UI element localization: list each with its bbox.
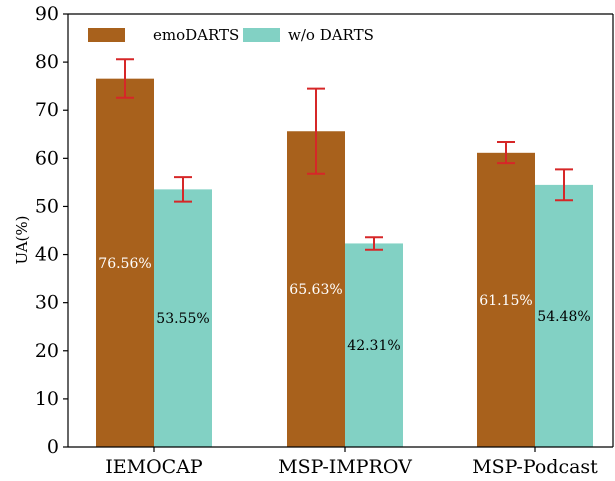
y-tick-label: 50 [35, 195, 59, 217]
bar-wo-darts-0 [154, 189, 212, 448]
legend: emoDARTS w/o DARTS [88, 26, 374, 44]
y-tick-label: 40 [35, 244, 59, 266]
bar-labels-layer: 76.56% 65.63% 61.15% 53.55% 42.31% 54.48% [98, 256, 590, 354]
error-bar [116, 58, 134, 99]
y-tick-label: 80 [35, 51, 59, 73]
error-bar [365, 236, 383, 251]
legend-item: emoDARTS [88, 26, 239, 44]
bars-layer [96, 78, 593, 448]
error-bar [307, 87, 325, 175]
bar-value-label: 61.15% [479, 293, 532, 309]
bar-emodarts-1 [287, 131, 345, 448]
y-tick-label: 0 [47, 436, 59, 458]
error-bar [555, 168, 573, 202]
y-tick-label: 70 [35, 99, 59, 121]
y-axis-label: UA(%) [13, 216, 31, 265]
y-tick-label: 20 [35, 340, 59, 362]
error-bar [497, 140, 515, 165]
axes: 0 10 20 30 40 50 60 70 80 90 IEMOCAP MSP-IMPROV MSP-… [35, 3, 614, 478]
legend-swatch [88, 28, 125, 42]
legend-label: w/o DARTS [288, 26, 374, 44]
y-tick-label: 30 [35, 292, 59, 314]
bar-wo-darts-1 [345, 243, 403, 447]
error-bar [174, 176, 192, 203]
y-tick-label: 60 [35, 147, 59, 169]
legend-item: w/o DARTS [243, 26, 374, 44]
x-tick-label: MSP-Podcast [472, 456, 598, 478]
bar-value-label: 53.55% [156, 311, 209, 327]
bar-value-label: 76.56% [98, 256, 151, 272]
y-tick-label: 10 [35, 388, 59, 410]
bar-value-label: 65.63% [289, 282, 342, 298]
bar-wo-darts-2 [535, 184, 593, 447]
bar-emodarts-0 [96, 78, 154, 448]
y-tick-label: 90 [35, 3, 59, 25]
bar-emodarts-2 [477, 152, 535, 448]
legend-label: emoDARTS [153, 26, 239, 44]
bar-value-label: 42.31% [347, 338, 400, 354]
legend-swatch [243, 28, 280, 42]
error-bars-layer [116, 58, 573, 251]
x-tick-label: MSP-IMPROV [278, 456, 412, 478]
x-tick-label: IEMOCAP [105, 456, 203, 478]
bar-value-label: 54.48% [537, 309, 590, 325]
